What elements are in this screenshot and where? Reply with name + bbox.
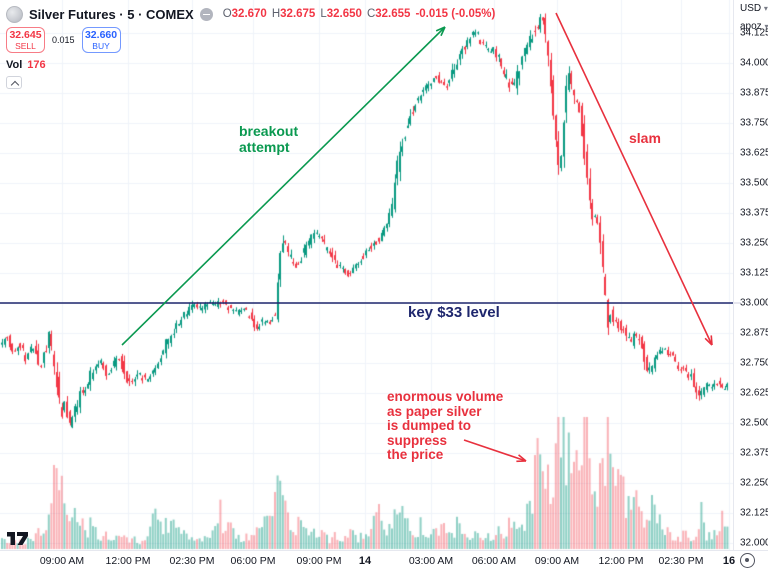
sell-price: 32.645: [9, 29, 42, 41]
price-tick-label: 33.125: [740, 267, 768, 279]
volume-label: Vol: [6, 59, 23, 71]
price-tick-label: 32.000: [740, 537, 768, 549]
price-tick-label: 33.375: [740, 207, 768, 219]
low-value: 32.650: [326, 8, 362, 20]
price-axis-currency[interactable]: USD ▾: [740, 3, 768, 14]
price-axis-unit[interactable]: apoz ▾: [740, 21, 768, 32]
symbol-header: Silver Futures · 5 · COMEX O32.670 H32.6…: [6, 5, 495, 89]
time-tick-label: 03:00 AM: [408, 555, 454, 567]
time-tick-label: 14: [358, 555, 372, 567]
change-value: -0.015 (-0.05%): [415, 8, 496, 20]
high-value: 32.675: [280, 8, 316, 20]
volume-value: 176: [27, 59, 46, 71]
symbol-logo-icon[interactable]: [6, 5, 23, 23]
buy-button[interactable]: 32.660 BUY: [81, 27, 121, 53]
close-value: 32.655: [375, 8, 411, 20]
time-tick-label: 09:00 AM: [534, 555, 580, 567]
jump-to-realtime-button[interactable]: [740, 553, 755, 568]
tradingview-logo-icon: [7, 532, 28, 545]
annotation-slam[interactable]: slam: [629, 130, 661, 146]
time-tick-label: 12:00 PM: [598, 555, 644, 567]
minus-icon[interactable]: [199, 7, 213, 21]
price-axis[interactable]: USD ▾ apoz ▾ 34.125 34.000 33.875 33.750 33.…: [733, 0, 768, 550]
time-tick-label: 09:00 PM: [296, 555, 342, 567]
high-label: H: [271, 8, 281, 20]
open-value: 32.670: [231, 8, 267, 20]
time-tick-label: 16: [722, 555, 736, 567]
price-tick-label: 32.375: [740, 447, 768, 459]
price-tick-label: 32.250: [740, 477, 768, 489]
collapse-panel-button[interactable]: [6, 76, 22, 89]
buy-price: 32.660: [84, 29, 118, 41]
time-tick-label: 02:30 PM: [169, 555, 215, 567]
sell-button[interactable]: 32.645 SELL: [6, 27, 45, 53]
time-tick-label: 12:00 PM: [105, 555, 151, 567]
symbol-title[interactable]: Silver Futures · 5 · COMEX: [29, 6, 194, 22]
price-tick-label: 32.750: [740, 357, 768, 369]
price-tick-label: 34.000: [740, 57, 768, 69]
low-label: L: [320, 8, 327, 20]
time-axis[interactable]: 09:00 AM 12:00 PM 02:30 PM 06:00 PM 09:00 PM…: [0, 550, 768, 570]
price-tick-label: 33.750: [740, 117, 768, 129]
price-tick-label: 33.000: [740, 297, 768, 309]
open-label: O: [222, 8, 232, 20]
annotation-key-33-level[interactable]: key $33 level: [408, 304, 500, 321]
annotation-enormous-volume[interactable]: enormous volume as paper silver is dumpe…: [387, 389, 504, 463]
price-tick-label: 32.625: [740, 387, 768, 399]
price-tick-label: 33.625: [740, 147, 768, 159]
price-tick-label: 33.875: [740, 87, 768, 99]
annotation-breakout-attempt[interactable]: breakout attempt: [239, 123, 299, 155]
price-tick-label: 33.250: [740, 237, 768, 249]
time-tick-label: 02:30 PM: [658, 555, 704, 567]
time-tick-label: 09:00 AM: [39, 555, 85, 567]
close-label: C: [366, 8, 376, 20]
chevron-down-icon: ▾: [763, 4, 768, 13]
ohlc-readout: O32.670 H32.675 L32.650 C32.655 -0.015 (…: [223, 8, 496, 20]
chevron-down-icon: ▾: [764, 22, 768, 31]
price-tick-label: 33.500: [740, 177, 768, 189]
time-tick-label: 06:00 AM: [471, 555, 517, 567]
spread-value: 0.015: [52, 35, 75, 45]
price-tick-label: 32.875: [740, 327, 768, 339]
price-tick-label: 32.125: [740, 507, 768, 519]
tradingview-logo[interactable]: [7, 531, 29, 551]
price-tick-label: 34.125: [740, 27, 768, 39]
volume-indicator-row: Vol 176: [6, 59, 495, 71]
sell-label: SELL: [15, 41, 36, 51]
time-tick-label: 06:00 PM: [230, 555, 276, 567]
buy-label: BUY: [92, 41, 110, 51]
price-tick-label: 32.500: [740, 417, 768, 429]
